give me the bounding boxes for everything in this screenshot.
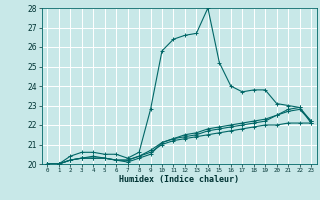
X-axis label: Humidex (Indice chaleur): Humidex (Indice chaleur)	[119, 175, 239, 184]
